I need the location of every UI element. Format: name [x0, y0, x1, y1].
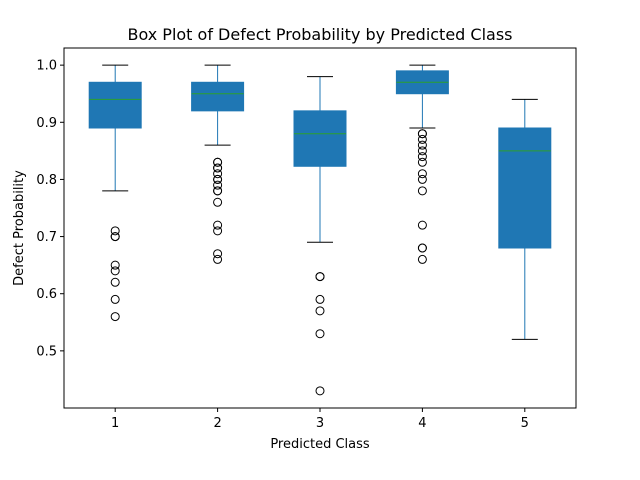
- outlier-point: [213, 226, 223, 236]
- chart-title: Box Plot of Defect Probability by Predic…: [127, 25, 512, 44]
- outlier-point: [110, 226, 120, 236]
- y-tick-label: 0.7: [36, 230, 57, 245]
- outlier-point: [417, 186, 427, 196]
- y-axis-label: Defect Probability: [12, 170, 27, 286]
- box-body: [191, 81, 245, 112]
- outlier-point: [110, 260, 120, 270]
- box-group-1: [88, 64, 142, 322]
- outlier-point: [315, 272, 325, 282]
- outlier-point: [417, 169, 427, 179]
- outlier-point: [417, 129, 427, 139]
- outlier-point: [110, 277, 120, 287]
- outlier-point: [213, 197, 223, 207]
- outlier-point: [110, 312, 120, 322]
- outlier-point: [110, 232, 120, 242]
- outlier-point: [417, 134, 427, 144]
- plot-frame: [63, 47, 577, 409]
- outlier-point: [110, 266, 120, 276]
- box-group-5: [498, 98, 552, 340]
- outlier-point: [213, 186, 223, 196]
- y-tick-label: 0.8: [36, 173, 57, 188]
- outlier-point: [315, 294, 325, 304]
- outlier-point: [213, 254, 223, 264]
- box-group-3: [293, 76, 347, 396]
- outlier-point: [213, 180, 223, 190]
- outlier-point: [417, 174, 427, 184]
- y-tick-label: 0.6: [36, 287, 57, 302]
- outlier-point: [213, 249, 223, 259]
- box-body: [293, 110, 347, 167]
- plot-area: 0.5 0.6 0.7 0.8 0.9 1.0 1 2 3 4 5: [36, 47, 577, 431]
- box-group-4: [395, 64, 449, 264]
- outlier-point: [213, 163, 223, 173]
- outlier-point: [417, 243, 427, 253]
- x-tick-label: 2: [213, 416, 221, 431]
- outlier-point: [213, 220, 223, 230]
- outlier-point: [315, 386, 325, 396]
- x-tick-label: 3: [316, 416, 324, 431]
- outlier-point: [213, 174, 223, 184]
- outlier-point: [213, 157, 223, 167]
- outlier-point: [417, 220, 427, 230]
- outlier-point: [110, 294, 120, 304]
- x-tick-label: 5: [521, 416, 529, 431]
- outlier-point: [315, 306, 325, 316]
- outlier-point: [417, 140, 427, 150]
- box-body: [88, 81, 142, 129]
- outlier-point: [417, 157, 427, 167]
- outlier-point: [213, 169, 223, 179]
- outlier-point: [417, 146, 427, 156]
- y-tick-label: 0.9: [36, 116, 57, 131]
- outlier-point: [315, 329, 325, 339]
- outlier-point: [417, 254, 427, 264]
- outlier-point: [417, 152, 427, 162]
- box-body: [498, 127, 552, 249]
- box-group-2: [191, 64, 245, 264]
- y-tick-label: 0.5: [36, 344, 57, 359]
- x-tick-label: 4: [418, 416, 426, 431]
- x-axis-label: Predicted Class: [270, 437, 370, 452]
- y-tick-label: 1.0: [36, 59, 57, 74]
- x-tick-label: 1: [111, 416, 119, 431]
